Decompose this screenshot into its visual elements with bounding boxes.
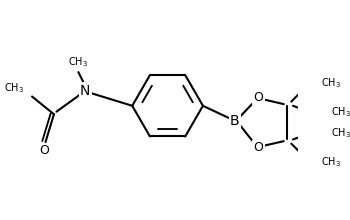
Text: CH$_3$: CH$_3$ [331, 106, 350, 119]
Text: CH$_3$: CH$_3$ [4, 81, 24, 95]
Text: N: N [80, 84, 90, 98]
Text: CH$_3$: CH$_3$ [331, 126, 350, 140]
Text: O: O [253, 91, 264, 104]
Text: O: O [39, 144, 49, 157]
Text: CH$_3$: CH$_3$ [321, 155, 341, 169]
Text: B: B [230, 114, 240, 128]
Text: O: O [253, 141, 264, 154]
Text: CH$_3$: CH$_3$ [321, 76, 341, 90]
Text: CH$_3$: CH$_3$ [68, 55, 88, 69]
